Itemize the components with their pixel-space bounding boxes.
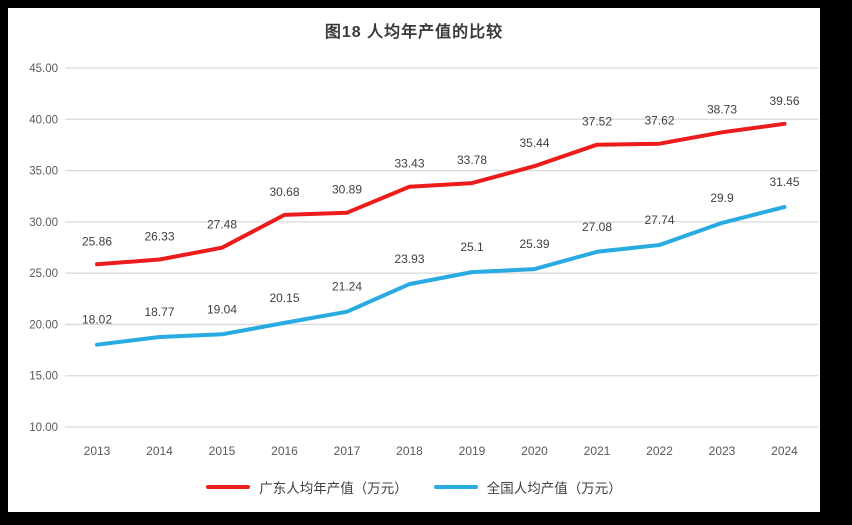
x-axis-tick-label: 2023 bbox=[709, 444, 736, 458]
national-series-line bbox=[95, 205, 787, 347]
national-data-label: 21.24 bbox=[332, 280, 362, 294]
national-data-label: 23.93 bbox=[394, 252, 424, 266]
legend-label-guangdong: 广东人均年产值（万元） bbox=[259, 481, 408, 496]
legend-swatch-guangdong bbox=[206, 485, 251, 489]
guangdong-data-label: 37.52 bbox=[582, 115, 612, 129]
guangdong-data-label: 26.33 bbox=[144, 230, 174, 244]
national-data-label: 27.74 bbox=[644, 213, 674, 227]
legend-item-national: 全国人均产值（万元） bbox=[433, 477, 622, 497]
line-chart-plot-area: 45.00 40.00 35.00 30.00 25.00 20.00 15.00 10.00… bbox=[29, 63, 818, 458]
y-axis-tick-label: 10.00 bbox=[29, 422, 58, 434]
national-data-label: 25.39 bbox=[519, 237, 549, 251]
guangdong-data-label: 25.86 bbox=[82, 234, 112, 248]
national-data-label: 29.9 bbox=[710, 191, 734, 205]
guangdong-data-label: 30.89 bbox=[332, 183, 362, 197]
x-axis-tick-label: 2013 bbox=[84, 444, 111, 458]
guangdong-data-label: 30.68 bbox=[269, 185, 299, 199]
legend-label-national: 全国人均产值（万元） bbox=[486, 481, 622, 496]
guangdong-data-label: 33.43 bbox=[394, 157, 424, 171]
guangdong-data-label: 33.78 bbox=[457, 153, 487, 167]
guangdong-series-line bbox=[95, 121, 787, 267]
x-axis-tick-label: 2017 bbox=[334, 444, 361, 458]
x-axis-tick-label: 2014 bbox=[146, 444, 173, 458]
chart-legend: 广东人均年产值（万元） 全国人均产值（万元） bbox=[8, 477, 820, 497]
national-data-label: 18.02 bbox=[82, 313, 112, 327]
chart-canvas: 图18 人均年产值的比较 45.00 40.00 35.00 30.00 25.00 20… bbox=[8, 8, 820, 512]
x-axis-tick-label: 2021 bbox=[584, 444, 611, 458]
guangdong-data-label: 39.56 bbox=[769, 94, 799, 108]
legend-item-guangdong: 广东人均年产值（万元） bbox=[206, 477, 408, 497]
national-data-label: 18.77 bbox=[144, 305, 174, 319]
x-axis-tick-label: 2019 bbox=[459, 444, 486, 458]
y-axis-tick-label: 30.00 bbox=[29, 217, 58, 229]
chart-title: 图18 人均年产值的比较 bbox=[324, 24, 504, 41]
national-data-label: 27.08 bbox=[582, 220, 612, 234]
national-data-label: 19.04 bbox=[207, 302, 237, 316]
x-axis-tick-label: 2022 bbox=[646, 444, 673, 458]
x-axis-tick-label: 2020 bbox=[521, 444, 548, 458]
legend-swatch-national bbox=[433, 485, 478, 489]
y-axis-tick-label: 35.00 bbox=[29, 166, 58, 178]
guangdong-data-label: 27.48 bbox=[207, 218, 237, 232]
guangdong-data-label: 37.62 bbox=[644, 114, 674, 128]
national-data-label: 20.15 bbox=[269, 291, 299, 305]
x-axis-tick-label: 2018 bbox=[396, 444, 423, 458]
x-axis-tick-label: 2016 bbox=[271, 444, 298, 458]
x-axis-tick-label: 2024 bbox=[771, 444, 798, 458]
y-axis-tick-label: 40.00 bbox=[29, 114, 58, 126]
x-axis-tick-label: 2015 bbox=[209, 444, 236, 458]
y-axis-tick-label: 45.00 bbox=[29, 63, 58, 75]
national-data-label: 25.1 bbox=[460, 240, 484, 254]
national-data-label: 31.45 bbox=[769, 175, 799, 189]
y-axis-tick-label: 20.00 bbox=[29, 319, 58, 331]
y-axis-tick-label: 25.00 bbox=[29, 268, 58, 280]
guangdong-data-label: 38.73 bbox=[707, 102, 737, 116]
y-axis-tick-label: 15.00 bbox=[29, 371, 58, 383]
guangdong-data-label: 35.44 bbox=[519, 136, 549, 150]
